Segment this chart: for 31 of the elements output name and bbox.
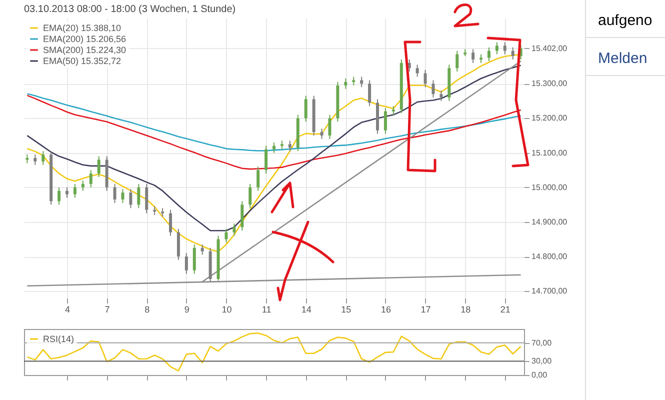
x-tick-label: 17 [420,304,431,314]
y-tick-label: 14.900,00 [532,217,568,226]
legend-label: EMA(20) 15.388,10 [43,23,122,33]
text: Melden [586,38,665,76]
x-tick-label: 8 [144,304,150,314]
x-tick-label: 10 [222,304,232,314]
chart-subtitle: 03.10.2013 08:00 - 18:00 (3 Wochen, 1 Stunde) [24,4,236,15]
y-tick-label: 15.402,00 [532,44,568,53]
x-tick-label: 9 [184,304,190,314]
y-tick-label: 15.000,00 [532,182,568,192]
x-tick-label: 7 [104,304,110,314]
y-tick-label: 14.700,00 [532,286,568,296]
legend-label: EMA(50) 15.352,72 [43,56,122,66]
x-tick-label: 11 [262,304,272,314]
legend-label: SMA(200) 15.224,30 [43,45,126,55]
y-tick-label: 15.200,00 [532,114,568,123]
x-tick-label: 4 [64,304,70,314]
y-tick-label: 14.800,00 [532,252,568,262]
x-tick-label: 18 [460,304,471,314]
x-tick-label: 21 [500,304,510,314]
legend-label: RSI(14) [43,334,74,344]
y-tick-label: 15.100,00 [532,148,568,158]
text: aufgeno [586,0,665,38]
y-tick-label: 15.300,00 [532,79,568,88]
y-tick-label: 70,00 [532,338,552,348]
legend-label: EMA(200) 15.206,56 [43,34,126,44]
y-tick-label: 0,00 [532,370,548,380]
x-tick-label: 14 [301,304,312,314]
x-tick-label: 16 [380,304,391,314]
x-tick-label: 15 [341,304,352,314]
y-tick-label: 30,00 [532,356,552,366]
